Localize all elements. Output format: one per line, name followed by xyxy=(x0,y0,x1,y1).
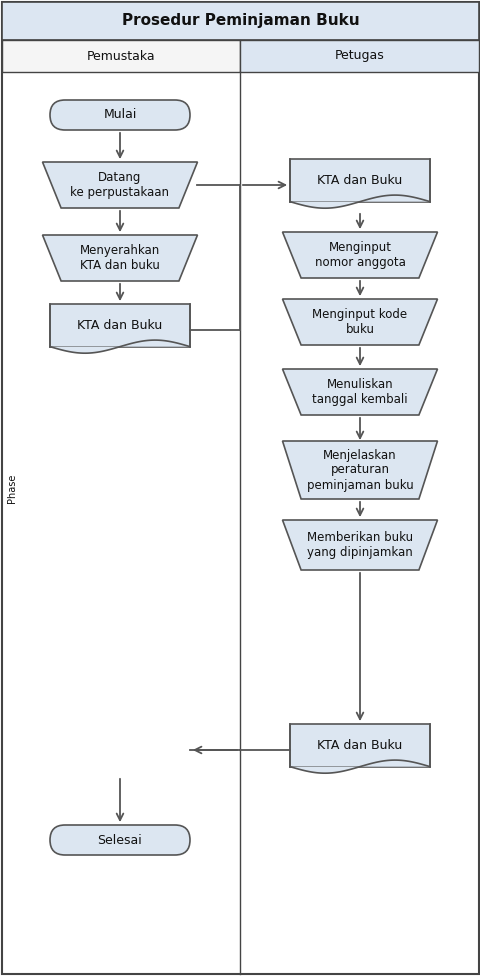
Polygon shape xyxy=(282,232,437,278)
Text: Menginput kode
buku: Menginput kode buku xyxy=(312,308,407,336)
Text: Petugas: Petugas xyxy=(334,50,384,62)
Text: Pemustaka: Pemustaka xyxy=(86,50,155,62)
Bar xyxy=(50,304,190,346)
Polygon shape xyxy=(282,299,437,345)
Polygon shape xyxy=(50,340,190,353)
Polygon shape xyxy=(42,235,197,281)
Text: Menjelaskan
peraturan
peminjaman buku: Menjelaskan peraturan peminjaman buku xyxy=(306,449,412,492)
Polygon shape xyxy=(282,369,437,415)
Text: KTA dan Buku: KTA dan Buku xyxy=(317,739,402,752)
Text: Menuliskan
tanggal kembali: Menuliskan tanggal kembali xyxy=(312,378,407,406)
Bar xyxy=(2,2,478,40)
Text: Datang
ke perpustakaan: Datang ke perpustakaan xyxy=(71,171,169,199)
Bar xyxy=(289,724,429,766)
Bar xyxy=(2,40,240,72)
Polygon shape xyxy=(282,441,437,499)
Text: KTA dan Buku: KTA dan Buku xyxy=(317,174,402,186)
Text: Mulai: Mulai xyxy=(103,108,136,121)
FancyBboxPatch shape xyxy=(50,825,190,855)
Text: Memberikan buku
yang dipinjamkan: Memberikan buku yang dipinjamkan xyxy=(306,531,412,559)
Text: Prosedur Peminjaman Buku: Prosedur Peminjaman Buku xyxy=(121,14,359,28)
Polygon shape xyxy=(289,760,429,773)
Bar xyxy=(289,159,429,202)
Bar xyxy=(240,40,478,72)
Polygon shape xyxy=(282,520,437,570)
Text: Menyerahkan
KTA dan buku: Menyerahkan KTA dan buku xyxy=(80,244,160,272)
Text: Menginput
nomor anggota: Menginput nomor anggota xyxy=(314,241,405,269)
Polygon shape xyxy=(42,162,197,208)
FancyBboxPatch shape xyxy=(50,100,190,130)
Polygon shape xyxy=(289,195,429,208)
Text: KTA dan Buku: KTA dan Buku xyxy=(77,319,162,332)
Text: Selesai: Selesai xyxy=(97,834,142,846)
Text: Phase: Phase xyxy=(7,473,17,503)
